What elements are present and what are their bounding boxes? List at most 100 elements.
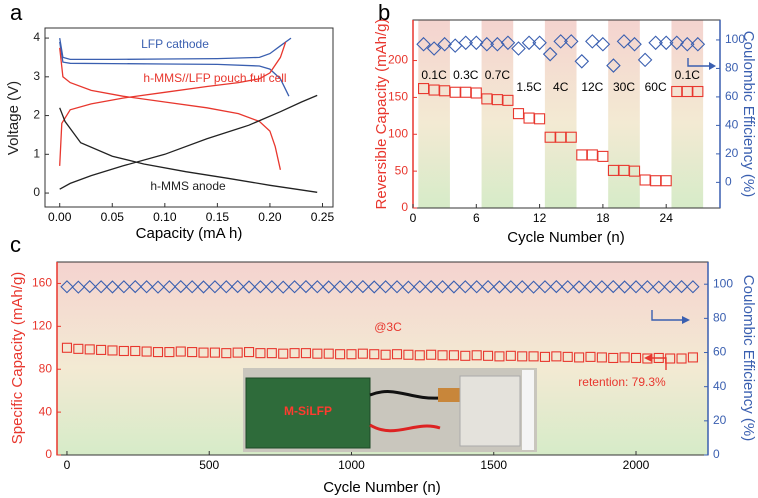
- marker-diamond: [469, 35, 484, 51]
- marker-square: [650, 175, 662, 187]
- marker-square: [628, 165, 641, 177]
- marker-diamond: [606, 279, 620, 294]
- y2-tick-label: 20: [713, 413, 727, 427]
- marker-square: [608, 352, 619, 364]
- curve: [59, 94, 318, 190]
- marker-diamond: [627, 36, 642, 52]
- marker-square: [357, 348, 368, 359]
- marker-diamond: [553, 34, 568, 49]
- x-tick-label: 0: [410, 211, 417, 225]
- panel-label: b: [378, 0, 390, 25]
- marker-square: [221, 348, 232, 359]
- marker-square: [692, 85, 704, 98]
- x-tick-label: 0.00: [48, 210, 72, 224]
- y-tick-label: 4: [33, 30, 40, 44]
- marker-diamond: [515, 280, 529, 294]
- curve: [59, 47, 282, 170]
- marker-diamond: [574, 54, 590, 69]
- marker-square: [96, 344, 107, 355]
- curve-label: h-MMS anode: [150, 179, 226, 193]
- rate-band: [418, 20, 450, 208]
- marker-diamond: [60, 280, 74, 294]
- marker-diamond: [413, 280, 427, 294]
- marker-diamond: [162, 280, 177, 294]
- marker-diamond: [231, 279, 245, 294]
- inset-photo: M-SiLFP: [243, 368, 537, 452]
- x-tick-label: 0.20: [258, 210, 282, 224]
- marker-diamond: [618, 280, 632, 294]
- marker-diamond: [424, 279, 438, 294]
- marker-square: [152, 347, 164, 358]
- marker-diamond: [151, 280, 165, 294]
- marker-diamond: [379, 280, 393, 294]
- rate-label: 0.7C: [485, 68, 511, 82]
- y2-tick-label: 60: [725, 89, 739, 103]
- marker-diamond: [458, 280, 472, 294]
- x-axis-title: Cycle Number (n): [323, 479, 441, 496]
- marker-diamond: [401, 280, 416, 294]
- marker-diamond: [686, 280, 700, 294]
- marker-diamond: [532, 35, 547, 51]
- plot-frame: [44, 27, 334, 208]
- rate-label: 30C: [613, 80, 635, 94]
- y-tick-label: 0: [45, 447, 52, 461]
- marker-square: [562, 351, 573, 362]
- y-tick-label: 80: [39, 361, 53, 375]
- curve: [59, 37, 292, 61]
- marker-diamond: [492, 280, 507, 294]
- x-tick-label: 0.10: [153, 210, 177, 224]
- marker-square: [471, 350, 482, 361]
- panel-label: a: [10, 0, 23, 25]
- marker-square: [141, 346, 152, 357]
- marker-square: [414, 350, 425, 361]
- marker-diamond: [616, 34, 632, 49]
- arrow: [651, 310, 684, 321]
- marker-diamond: [128, 279, 142, 294]
- marker-diamond: [606, 58, 621, 73]
- marker-square: [232, 347, 243, 358]
- y-tick-label: 100: [388, 126, 408, 140]
- x-tick-label: 1500: [480, 458, 507, 472]
- x-tick-label: 0.25: [311, 210, 335, 224]
- x-tick-label: 12: [533, 211, 547, 225]
- marker-diamond: [219, 280, 233, 294]
- curve-label: h-MMS//LFP pouch full cell: [143, 71, 286, 85]
- marker-diamond: [542, 46, 558, 62]
- x-tick-label: 1000: [338, 458, 365, 472]
- y2-tick-label: 40: [725, 118, 739, 132]
- y2-tick-label: 0: [713, 447, 720, 461]
- marker-diamond: [572, 280, 586, 294]
- y2-tick-label: 40: [713, 379, 727, 393]
- y2-tick-label: 80: [725, 61, 739, 75]
- marker-diamond: [640, 280, 655, 294]
- marker-diamond: [310, 280, 324, 294]
- marker-diamond: [674, 279, 689, 294]
- arrow: [687, 58, 712, 67]
- marker-square: [660, 175, 672, 187]
- arrow: [650, 357, 667, 370]
- y-axis-title: Voltage (V): [5, 81, 22, 155]
- marker-square: [470, 87, 482, 99]
- marker-diamond: [538, 280, 552, 294]
- ruler: [522, 370, 534, 450]
- marker-square: [630, 352, 642, 364]
- rate-label: 0.1C: [675, 68, 701, 82]
- x-tick-label: 24: [660, 211, 674, 225]
- annotation: @3C: [374, 320, 402, 334]
- y-tick-label: 1: [33, 146, 40, 160]
- marker-square: [449, 86, 461, 98]
- marker-diamond: [299, 279, 313, 294]
- marker-square: [534, 113, 546, 125]
- x-tick-label: 0.05: [101, 210, 125, 224]
- y-tick-label: 0: [401, 200, 408, 214]
- y2-tick-label: 60: [713, 345, 727, 359]
- rate-label: 60C: [645, 80, 667, 94]
- marker-diamond: [390, 280, 404, 294]
- marker-diamond: [563, 34, 579, 49]
- marker-diamond: [504, 280, 518, 294]
- marker-diamond: [416, 36, 431, 52]
- y-tick-label: 120: [32, 319, 52, 333]
- marker-diamond: [322, 280, 336, 294]
- y-tick-label: 160: [32, 276, 52, 290]
- marker-square: [278, 348, 289, 359]
